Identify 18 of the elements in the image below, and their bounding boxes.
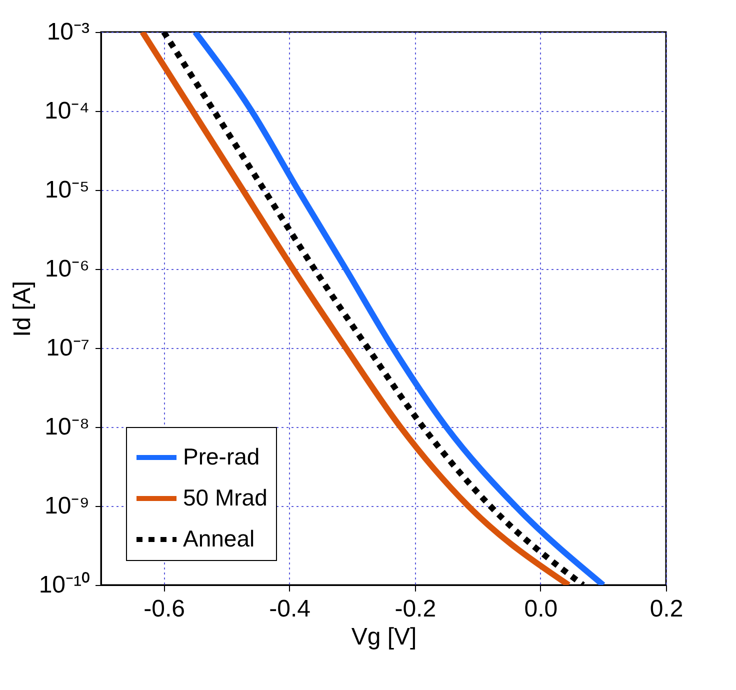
x-tick-label: -0.2 xyxy=(394,596,436,622)
y-tick-label: 10⁻⁸ xyxy=(44,414,90,440)
legend-label: Pre-rad xyxy=(183,444,260,470)
y-axis-title: Id [A] xyxy=(8,280,36,338)
x-axis-title: Vg [V] xyxy=(351,624,417,650)
x-tick-label: 0.2 xyxy=(650,596,684,622)
legend-label: 50 Mrad xyxy=(183,484,268,510)
y-tick-label: 10⁻⁷ xyxy=(46,334,90,362)
x-tick-label: -0.6 xyxy=(144,596,185,622)
legend-label: Anneal xyxy=(183,526,255,552)
y-tick-label: 10⁻¹⁰ xyxy=(38,572,90,598)
y-tick-label: 10⁻⁶ xyxy=(44,256,90,282)
x-tick-label: -0.4 xyxy=(269,596,311,622)
y-tick-label: 10⁻⁹ xyxy=(44,492,90,520)
x-tick-label: 0.0 xyxy=(524,596,558,622)
y-tick-label: 10⁻⁵ xyxy=(44,176,90,204)
y-tick-label: 10⁻⁴ xyxy=(44,98,90,124)
y-tick-label: 10⁻³ xyxy=(46,18,90,46)
